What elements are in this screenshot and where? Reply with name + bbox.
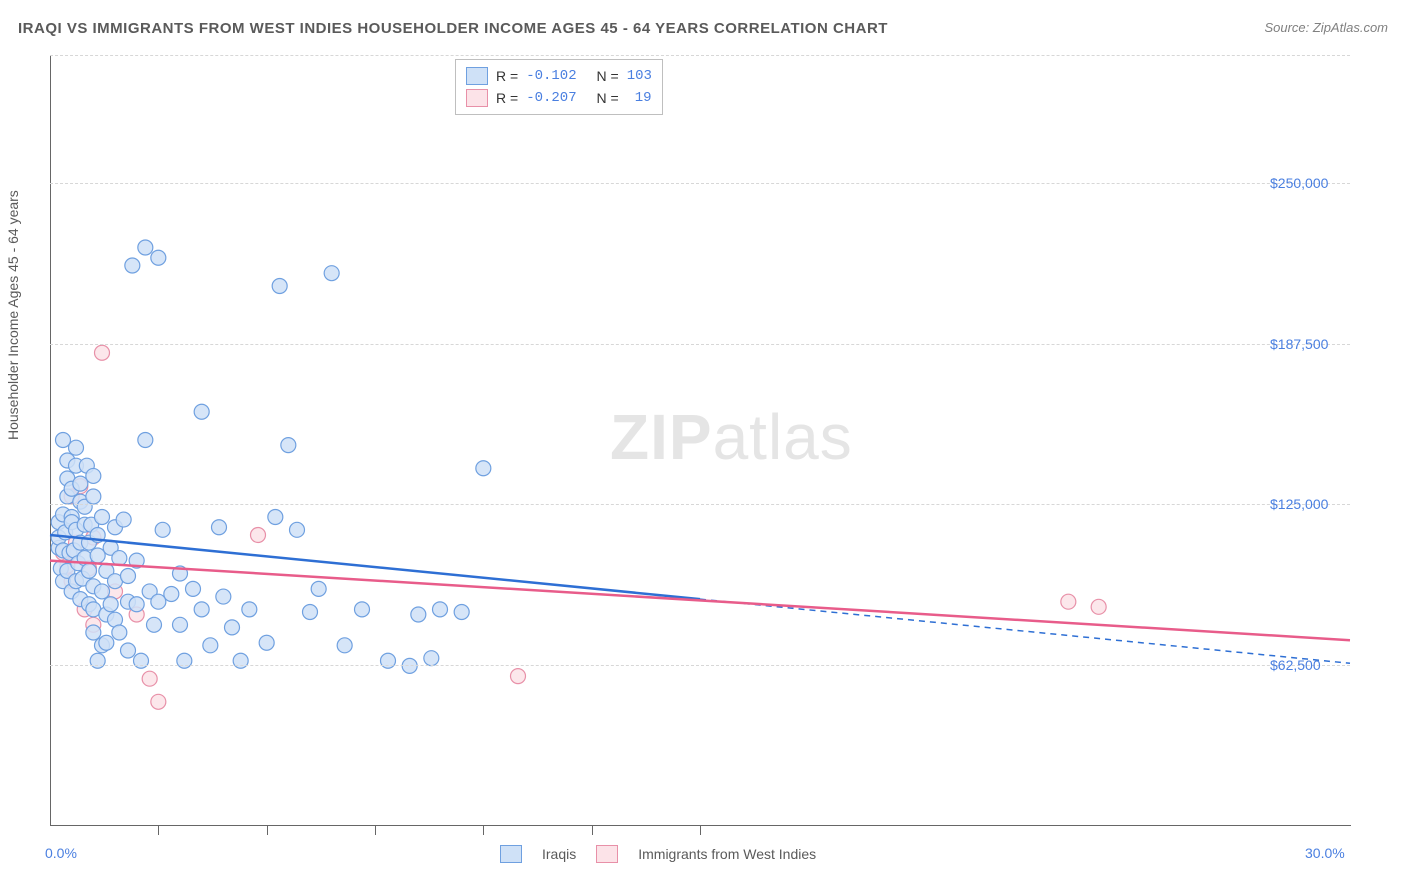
r-value-2: -0.207	[526, 87, 576, 109]
r-label: R =	[496, 65, 518, 87]
chart-title: IRAQI VS IMMIGRANTS FROM WEST INDIES HOU…	[18, 20, 888, 37]
swatch-series-1	[466, 67, 488, 85]
legend-bottom: Iraqis Immigrants from West Indies	[500, 845, 816, 863]
r-label: R =	[496, 87, 518, 109]
correlation-row-1: R = -0.102 N = 103	[466, 65, 652, 87]
legend-label-1: Iraqis	[542, 846, 576, 862]
r-value-1: -0.102	[526, 65, 576, 87]
correlation-row-2: R = -0.207 N = 19	[466, 87, 652, 109]
gridline	[50, 504, 1350, 505]
legend-swatch-1	[500, 845, 522, 863]
chart-canvas	[50, 55, 1350, 825]
gridline	[50, 665, 1350, 666]
x-tick	[158, 825, 159, 835]
y-tick-label: $125,000	[1270, 496, 1328, 512]
gridline	[50, 183, 1350, 184]
correlation-legend: R = -0.102 N = 103 R = -0.207 N = 19	[455, 59, 663, 115]
legend-swatch-2	[596, 845, 618, 863]
source-attribution: Source: ZipAtlas.com	[1264, 20, 1388, 35]
y-tick-label: $250,000	[1270, 175, 1328, 191]
n-label: N =	[597, 65, 619, 87]
gridline	[50, 55, 1350, 56]
x-tick-label: 0.0%	[45, 845, 77, 861]
swatch-series-2	[466, 89, 488, 107]
x-tick	[700, 825, 701, 835]
y-tick-label: $62,500	[1270, 657, 1321, 673]
x-tick-label: 30.0%	[1305, 845, 1345, 861]
n-value-1: 103	[627, 65, 652, 87]
y-axis-label: Householder Income Ages 45 - 64 years	[5, 190, 21, 440]
n-label: N =	[597, 87, 619, 109]
x-tick	[375, 825, 376, 835]
y-tick-label: $187,500	[1270, 336, 1328, 352]
x-tick	[483, 825, 484, 835]
gridline	[50, 344, 1350, 345]
legend-label-2: Immigrants from West Indies	[638, 846, 816, 862]
x-tick	[592, 825, 593, 835]
n-value-2: 19	[627, 87, 652, 109]
x-tick	[267, 825, 268, 835]
